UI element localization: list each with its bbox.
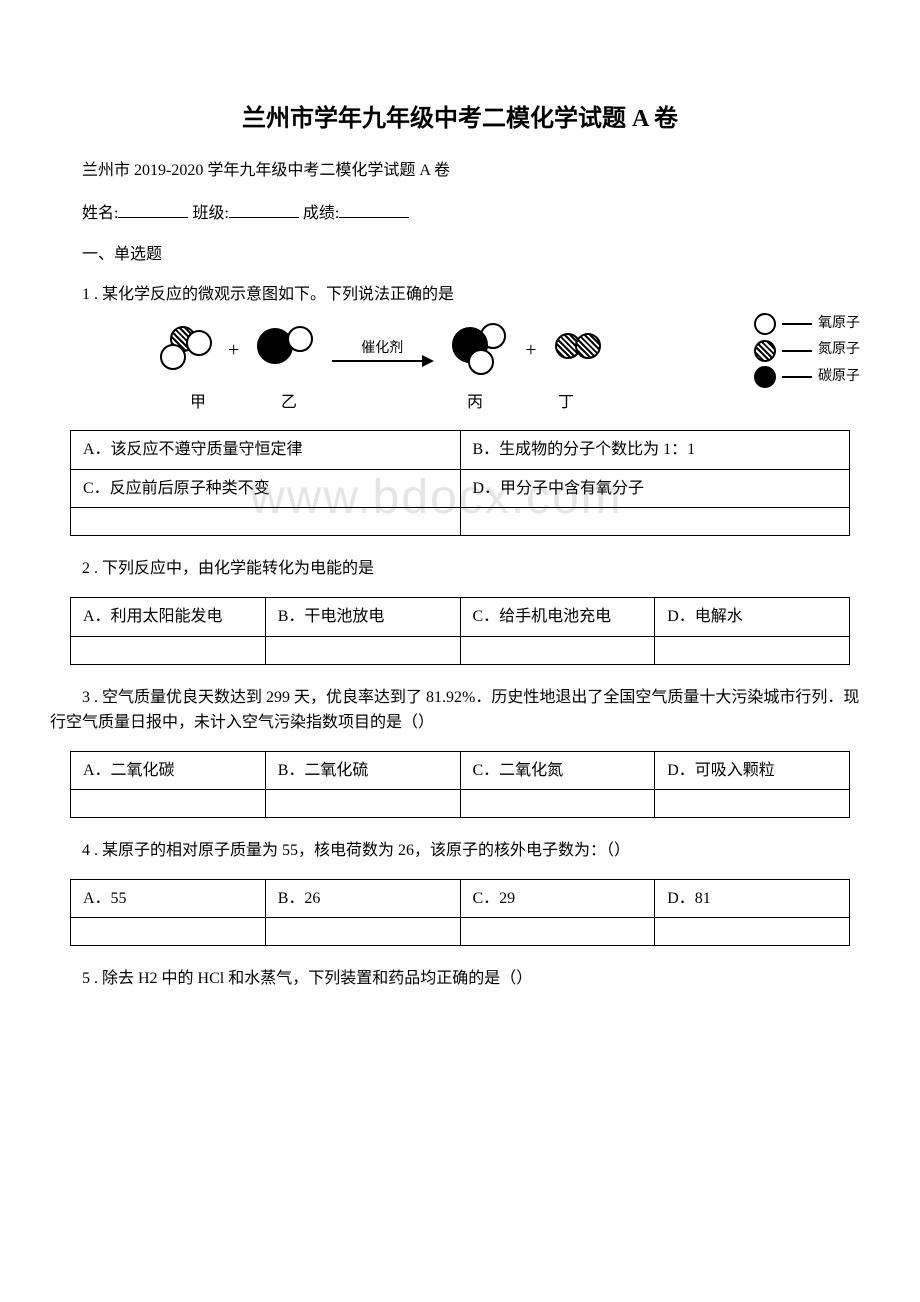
label-jia: 甲 bbox=[190, 390, 206, 416]
question-5-text: 5 . 除去 H2 中的 HCl 和水蒸气，下列装置和药品均正确的是（） bbox=[50, 966, 870, 992]
molecule-bing bbox=[452, 323, 507, 378]
form-line: 姓名: 班级: 成绩: bbox=[50, 199, 870, 227]
q4-option-a: A．55 bbox=[71, 879, 266, 918]
question-1-text: 1 . 某化学反应的微观示意图如下。下列说法正确的是 bbox=[50, 282, 870, 308]
q1-option-d: D．甲分子中含有氧分子 bbox=[460, 469, 850, 508]
q3-option-c: C．二氧化氮 bbox=[460, 751, 655, 790]
class-label: 班级: bbox=[192, 205, 228, 222]
legend-carbon: 碳原子 bbox=[818, 366, 860, 388]
atom-legend: 氧原子 氮原子 碳原子 bbox=[754, 313, 860, 392]
legend-oxygen: 氧原子 bbox=[818, 313, 860, 335]
subtitle: 兰州市 2019-2020 学年九年级中考二模化学试题 A 卷 bbox=[50, 158, 870, 184]
name-label: 姓名: bbox=[82, 205, 118, 222]
molecule-yi bbox=[257, 326, 312, 375]
q4-options-table: A．55 B．26 C．29 D．81 bbox=[70, 879, 850, 947]
q2-option-d: D．电解水 bbox=[655, 597, 850, 636]
question-3-text: 3 . 空气质量优良天数达到 299 天，优良率达到了 81.92%．历史性地退… bbox=[50, 685, 870, 736]
q4-option-b: B．26 bbox=[265, 879, 460, 918]
score-label: 成绩: bbox=[303, 205, 339, 222]
q2-option-c: C．给手机电池充电 bbox=[460, 597, 655, 636]
q2-option-a: A．利用太阳能发电 bbox=[71, 597, 266, 636]
q1-options-table: A．该反应不遵守质量守恒定律 B．生成物的分子个数比为 1：1 C．反应前后原子… bbox=[70, 430, 850, 536]
name-blank bbox=[118, 199, 188, 218]
question-2-text: 2 . 下列反应中，由化学能转化为电能的是 bbox=[50, 556, 870, 582]
reaction-arrow: 催化剂 bbox=[332, 338, 432, 362]
catalyst-label: 催化剂 bbox=[361, 338, 403, 360]
q3-options-table: A．二氧化碳 B．二氧化硫 C．二氧化氮 D．可吸入颗粒 bbox=[70, 751, 850, 819]
molecule-jia bbox=[160, 326, 210, 375]
reaction-diagram: + 催化剂 + 氧原子 bbox=[110, 323, 810, 415]
q2-option-b: B．干电池放电 bbox=[265, 597, 460, 636]
q1-option-c: C．反应前后原子种类不变 bbox=[71, 469, 461, 508]
q1-option-b: B．生成物的分子个数比为 1：1 bbox=[460, 431, 850, 470]
plus-icon: + bbox=[228, 334, 239, 366]
page-title: 兰州市学年九年级中考二模化学试题 A 卷 bbox=[50, 100, 870, 138]
label-ding: 丁 bbox=[558, 390, 574, 416]
label-yi: 乙 bbox=[281, 390, 297, 416]
q3-option-a: A．二氧化碳 bbox=[71, 751, 266, 790]
q3-option-d: D．可吸入颗粒 bbox=[655, 751, 850, 790]
q1-option-a: A．该反应不遵守质量守恒定律 bbox=[71, 431, 461, 470]
label-bing: 丙 bbox=[467, 390, 483, 416]
molecule-ding bbox=[555, 331, 603, 370]
class-blank bbox=[229, 199, 299, 218]
molecule-labels: 甲 乙 丙 丁 bbox=[110, 390, 810, 416]
score-blank bbox=[339, 199, 409, 218]
legend-nitrogen: 氮原子 bbox=[818, 339, 860, 361]
q4-option-c: C．29 bbox=[460, 879, 655, 918]
q3-option-b: B．二氧化硫 bbox=[265, 751, 460, 790]
q2-options-table: A．利用太阳能发电 B．干电池放电 C．给手机电池充电 D．电解水 bbox=[70, 597, 850, 665]
question-4-text: 4 . 某原子的相对原子质量为 55，核电荷数为 26，该原子的核外电子数为：（… bbox=[50, 838, 870, 864]
section-heading: 一、单选题 bbox=[50, 242, 870, 268]
q4-option-d: D．81 bbox=[655, 879, 850, 918]
plus-icon: + bbox=[525, 334, 536, 366]
